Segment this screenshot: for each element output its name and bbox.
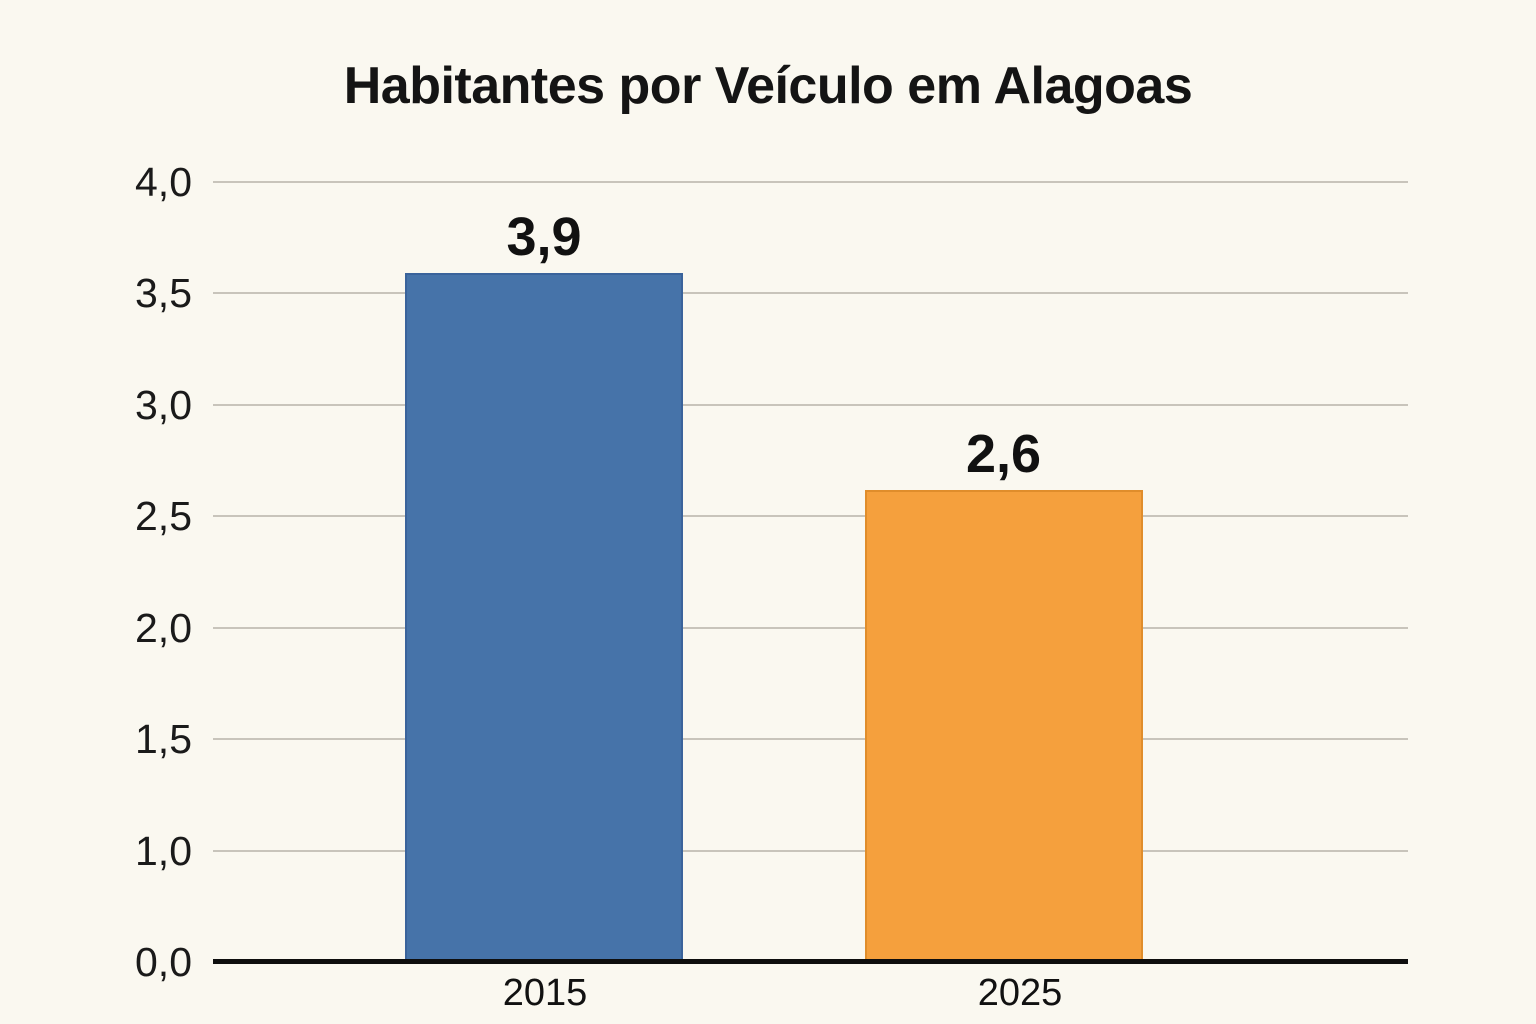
bar-2015 (405, 273, 683, 962)
gridline (213, 849, 1408, 852)
y-tick-label: 1,0 (135, 827, 192, 874)
gridline (213, 403, 1408, 406)
y-tick-label: 2,5 (135, 493, 192, 540)
gridline (213, 292, 1408, 295)
bar-value-label: 2,6 (965, 423, 1042, 484)
gridline (213, 515, 1408, 518)
y-tick-label: 3,5 (135, 270, 192, 317)
gridline (213, 738, 1408, 741)
x-tick-label: 2015 (502, 972, 588, 1014)
plot-area: 3,9 2,6 (213, 181, 1408, 964)
x-axis-line (213, 959, 1408, 964)
bar-2025 (864, 489, 1143, 962)
y-tick-label: 3,0 (135, 381, 192, 428)
y-tick-label: 0,0 (135, 939, 192, 985)
y-tick-label: 1,5 (135, 716, 192, 763)
gridline (213, 626, 1408, 629)
bar-value-label: 3,9 (506, 207, 582, 268)
gridline (213, 181, 1408, 183)
y-tick-label: 2,0 (135, 604, 192, 651)
x-tick-label: 2025 (977, 972, 1063, 1014)
chart-title: Habitantes por Veículo em Alagoas (343, 57, 1193, 115)
y-tick-label: 4,0 (135, 159, 192, 205)
